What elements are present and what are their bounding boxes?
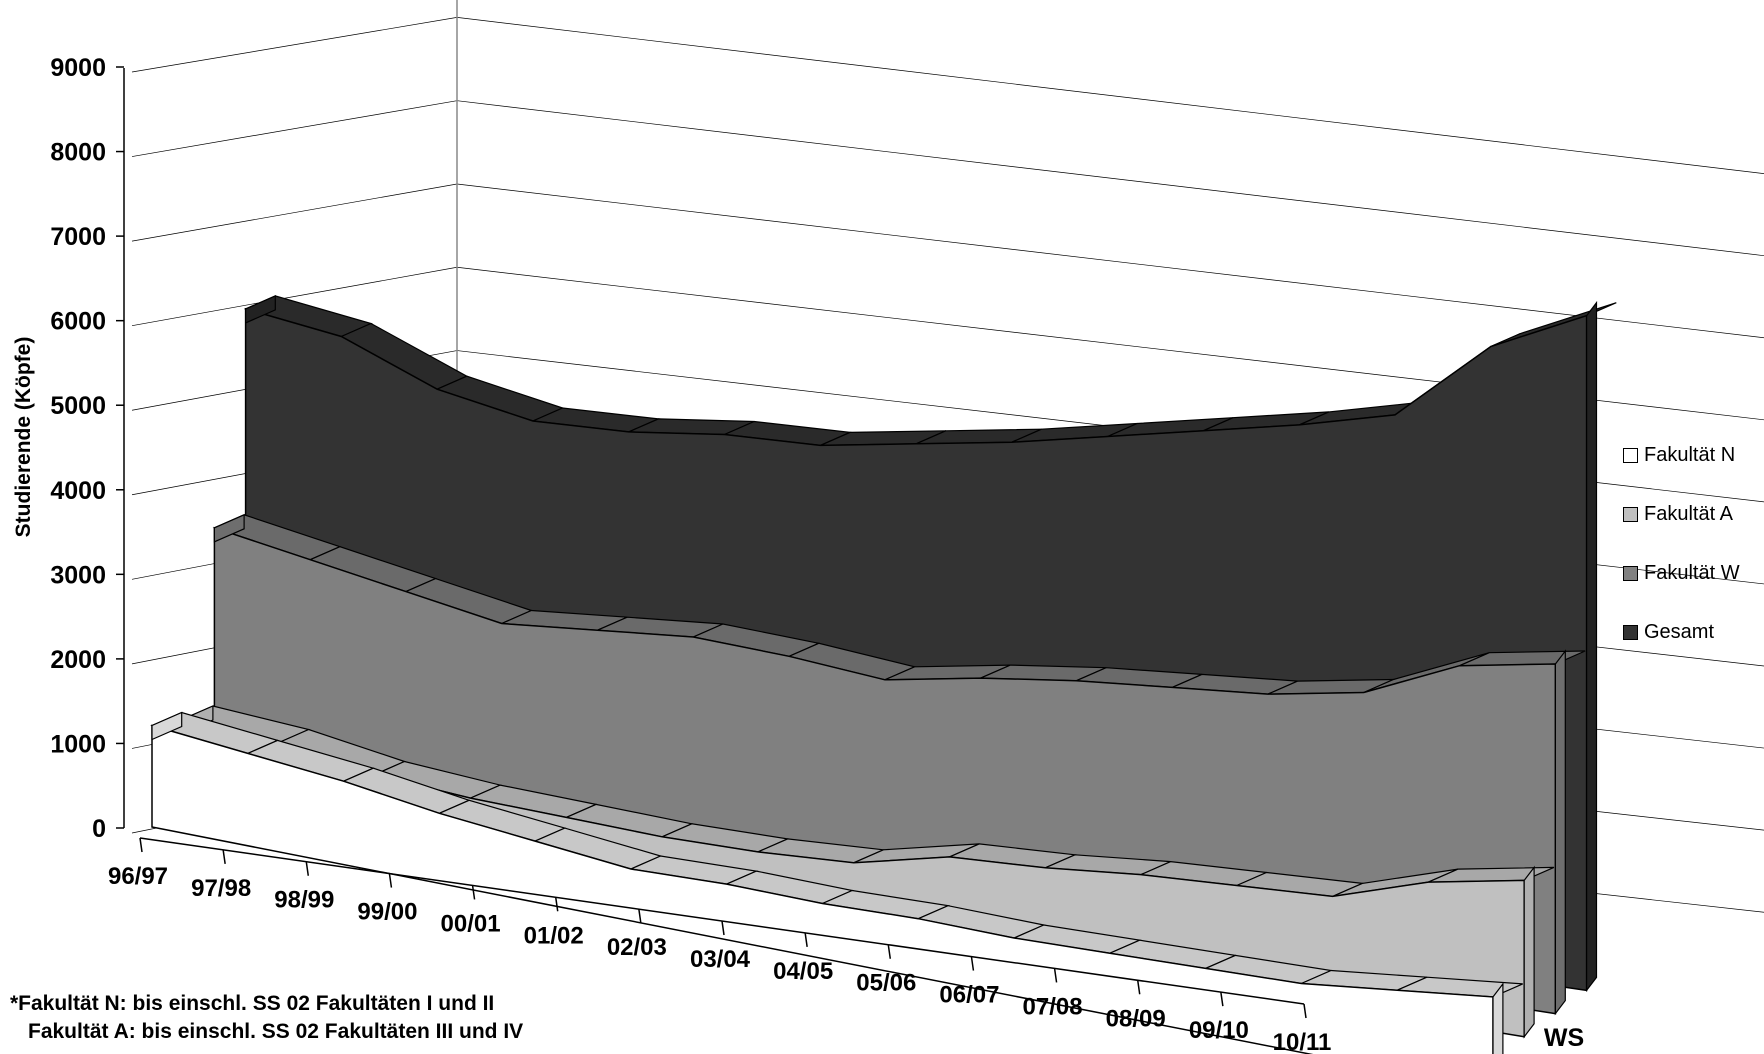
x-tick-label: 10/11: [1273, 1029, 1332, 1054]
y-tick-label: 6000: [50, 308, 106, 336]
legend-swatch: [1623, 624, 1638, 640]
x-tick-label: 05/06: [856, 970, 916, 997]
x-tick-label: 99/00: [357, 899, 417, 926]
x-tick-label: 02/03: [607, 934, 667, 961]
x-tick-label: 98/99: [274, 887, 334, 914]
area-side: [1523, 865, 1535, 1039]
legend-label: Fakultät W: [1644, 561, 1740, 584]
x-tick: [970, 956, 975, 971]
x-tick-label: 96/97: [108, 863, 168, 890]
x-tick: [1053, 968, 1058, 983]
series-fakult-t-n: [150, 711, 1523, 1054]
x-tick: [887, 944, 892, 959]
y-tick-label: 5000: [50, 392, 106, 420]
gridline: [131, 17, 1764, 174]
area-side-left: [151, 711, 183, 741]
area-side: [1554, 649, 1566, 1016]
gridline: [131, 100, 1764, 257]
y-tick-label: 0: [92, 815, 106, 843]
y-tick-label: 1000: [50, 730, 106, 758]
x-tick-label: 07/08: [1023, 993, 1083, 1020]
legend-item-fakultaet-a: Fakultät A: [1623, 499, 1740, 529]
y-axis-label: Studierende (Köpfe): [12, 337, 35, 538]
x-tick-label: 97/98: [191, 875, 251, 902]
x-tick-label: 08/09: [1106, 1005, 1166, 1032]
area-side: [1585, 300, 1598, 993]
x-tick: [471, 885, 476, 900]
legend-swatch: [1623, 447, 1638, 463]
legend-label: Gesamt: [1644, 620, 1715, 643]
x-tick: [804, 932, 808, 947]
x-tick: [1220, 992, 1224, 1007]
y-tick-label: 9000: [50, 54, 106, 82]
x-tick: [388, 873, 393, 888]
area-side: [1492, 982, 1504, 1054]
x-tick: [222, 849, 226, 864]
y-tick-label: 4000: [50, 477, 106, 505]
x-tick: [638, 909, 642, 924]
y-tick-label: 2000: [50, 646, 106, 674]
legend-swatch: [1623, 565, 1638, 581]
x-tick-label: 06/07: [939, 982, 999, 1009]
y-tick-label: 3000: [50, 561, 106, 589]
x-tick: [139, 837, 143, 853]
x-tick: [1136, 980, 1141, 995]
x-tick-label: 01/02: [524, 922, 584, 949]
x-tick: [305, 861, 310, 876]
legend-swatch: [1623, 506, 1638, 522]
x-tick-label: 04/05: [773, 958, 833, 985]
y-tick-label: 7000: [50, 223, 106, 251]
legend-item-gesamt: Gesamt: [1623, 617, 1740, 647]
x-tick-label: 00/01: [441, 910, 501, 937]
x-tick: [1303, 1003, 1307, 1019]
area-side-left: [245, 294, 276, 324]
footnote-line-2: Fakultät A: bis einschl. SS 02 Fakultäte…: [28, 1020, 524, 1043]
legend-item-fakultaet-n: Fakultät N: [1623, 440, 1740, 470]
legend-label: Fakultät A: [1644, 502, 1733, 525]
gridline: [131, 183, 1764, 339]
y-tick-label: 8000: [50, 139, 106, 167]
x-axis-label: WS: [1544, 1024, 1584, 1052]
x-tick: [721, 920, 725, 936]
x-tick-label: 09/10: [1189, 1017, 1249, 1044]
footnote-line-1: *Fakultät N: bis einschl. SS 02 Fakultät…: [10, 992, 495, 1015]
legend: Fakultät N Fakultät A Fakultät W Gesamt: [1623, 440, 1740, 676]
area-side-left: [213, 513, 245, 543]
chart-axes: 0 1000 2000 3000 4000 5000 6000 7000 8000 9000 96/…: [50, 54, 1331, 1054]
legend-item-fakultaet-w: Fakultät W: [1623, 558, 1740, 588]
chart-areas: [150, 294, 1617, 1054]
x-tick: [554, 897, 559, 912]
x-tick-label: 03/04: [690, 946, 751, 973]
legend-label: Fakultät N: [1644, 443, 1736, 466]
